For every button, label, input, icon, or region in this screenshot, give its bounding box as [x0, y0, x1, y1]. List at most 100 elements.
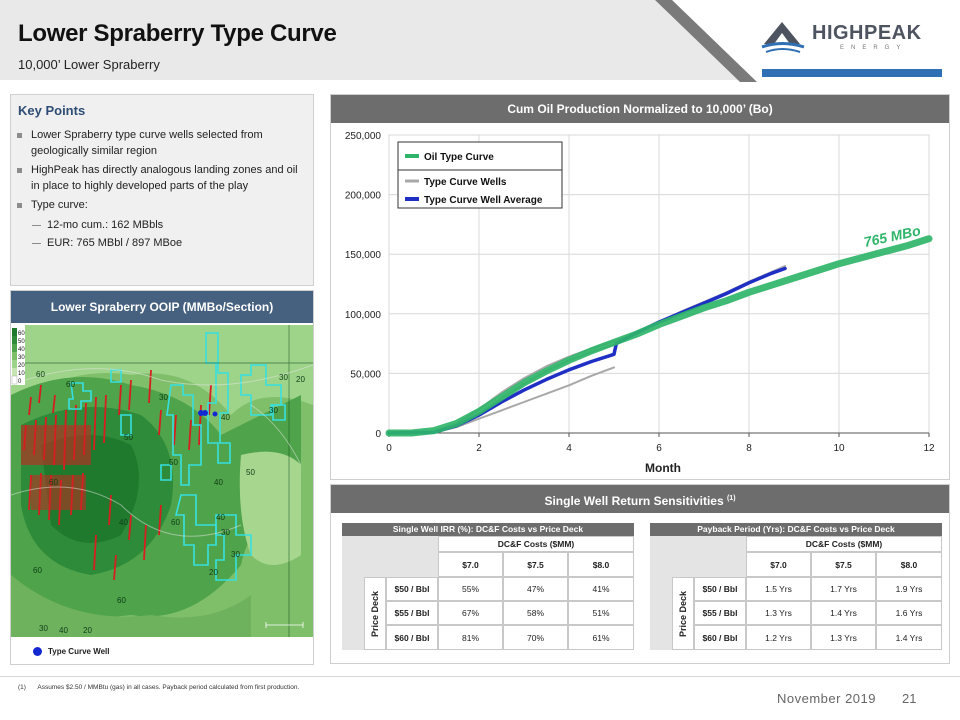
contour-label: 60 [33, 566, 42, 575]
bullet-icon [17, 168, 22, 173]
dash-icon [32, 224, 41, 226]
x-tick-label: 2 [476, 443, 482, 454]
footer-date: November 2019 [777, 691, 876, 706]
x-tick-label: 8 [746, 443, 752, 454]
contour-label: 30 [221, 528, 230, 537]
contour-label: 40 [221, 413, 230, 422]
cum-oil-chart: 0 50,000 100,000 150,000 200,000 250,000 0 2 4 6 8… [345, 131, 935, 475]
key-point: Lower Spraberry type curve wells selecte… [17, 128, 309, 159]
contour-label: 30 [269, 406, 278, 415]
footnote-text: Assumes $2.50 / MMBtu (gas) in all cases… [37, 684, 300, 691]
table-cell: 1.4 Yrs [811, 601, 876, 625]
page-title: Lower Spraberry Type Curve [18, 20, 337, 47]
row-header: $60 / Bbl [386, 625, 438, 650]
contour-label: 20 [209, 568, 218, 577]
contour-label: 60 [117, 596, 126, 605]
table-cell: 1.3 Yrs [811, 625, 876, 650]
contour-label: 50 [246, 468, 255, 477]
key-point-sub: 12-mo cum.: 162 MBbls [17, 218, 309, 234]
cum-oil-chart-panel: Cum Oil Production Normalized to 10,000’… [330, 94, 950, 480]
table-cell: 81% [438, 625, 503, 650]
scale-label: 30 [18, 355, 25, 361]
table-cell: 55% [438, 577, 503, 601]
contour-label: 40 [119, 518, 128, 527]
contour-label: 40 [214, 478, 223, 487]
table-cell: 1.5 Yrs [746, 577, 811, 601]
header-band [0, 0, 750, 80]
scale-label: 20 [18, 363, 25, 369]
x-tick-label: 6 [656, 443, 662, 454]
contour-label: 60 [66, 380, 75, 389]
y-tick-label: 250,000 [345, 131, 382, 142]
scale-label: 50 [18, 339, 25, 345]
y-tick-label: 50,000 [350, 369, 381, 380]
map-legend: Type Curve Well [33, 647, 110, 656]
x-axis-label: Month [645, 461, 681, 475]
contour-label: 30 [39, 624, 48, 633]
row-header: $55 / Bbl [694, 601, 746, 625]
table-cell: 70% [503, 625, 568, 650]
contour-label: 20 [296, 375, 305, 384]
table-cell: 1.4 Yrs [876, 625, 942, 650]
bullet-icon [17, 203, 22, 208]
ooip-map-panel: Lower Spraberry OOIP (MMBo/Section) [10, 290, 314, 665]
row-header: $50 / Bbl [386, 577, 438, 601]
footer-rule [0, 676, 960, 677]
sensitivities-title: Single Well Return Sensitivities (1) [331, 485, 949, 513]
table-cell: 58% [503, 601, 568, 625]
x-tick-label: 0 [386, 443, 392, 454]
col-header: $7.0 [438, 552, 503, 577]
table-cell: 1.3 Yrs [746, 601, 811, 625]
payback-table-title: Payback Period (Yrs): DC&F Costs vs Pric… [650, 523, 942, 536]
scale-label: 40 [18, 347, 25, 353]
page-subtitle: 10,000’ Lower Spraberry [18, 57, 160, 72]
well-dot-icon [33, 647, 42, 656]
key-points-panel: Key Points Lower Spraberry type curve we… [10, 94, 314, 286]
col-header: $8.0 [568, 552, 634, 577]
contour-label: 30 [279, 373, 288, 382]
y-tick-label: 150,000 [345, 250, 382, 261]
legend-average: Type Curve Well Average [424, 195, 543, 206]
payback-table: Payback Period (Yrs): DC&F Costs vs Pric… [650, 523, 942, 650]
contour-label: 40 [216, 513, 225, 522]
map-color-scale: 60 50 40 30 20 10 0 [11, 328, 25, 385]
y-tick-label: 0 [375, 429, 381, 440]
bullet-icon [17, 133, 22, 138]
irr-table-title: Single Well IRR (%): DC&F Costs vs Price… [342, 523, 634, 536]
table-cell: 1.7 Yrs [811, 577, 876, 601]
x-tick-label: 12 [923, 443, 935, 454]
contour-label: 50 [124, 433, 133, 442]
scale-label: 60 [18, 331, 25, 337]
contour-label: 60 [36, 370, 45, 379]
table-cell: 47% [503, 577, 568, 601]
key-points-title: Key Points [18, 103, 86, 118]
map-legend-label: Type Curve Well [48, 647, 110, 656]
contour-label: 40 [59, 626, 68, 635]
key-points-list: Lower Spraberry type curve wells selecte… [17, 128, 309, 255]
col-header: $7.0 [746, 552, 811, 577]
table-cell: 67% [438, 601, 503, 625]
contour-label: 30 [159, 393, 168, 402]
contour-label: 50 [169, 458, 178, 467]
col-group-header: DC&F Costs ($MM) [746, 536, 942, 552]
dash-icon [32, 243, 41, 244]
row-header: $55 / Bbl [386, 601, 438, 625]
table-cell: 1.6 Yrs [876, 601, 942, 625]
key-point-sub: EUR: 765 MBbl / 897 MBoe [17, 236, 309, 252]
scale-label: 0 [18, 379, 22, 385]
contour-labels: 60 60 30 30 20 40 30 50 50 60 40 50 60 4… [33, 370, 305, 635]
page-number: 21 [902, 691, 917, 706]
contour-label: 30 [231, 550, 240, 559]
logo-subtitle: ENERGY [840, 45, 908, 51]
map-title: Lower Spraberry OOIP (MMBo/Section) [11, 291, 313, 323]
map-scale-bar [265, 622, 304, 628]
chart-panel-title: Cum Oil Production Normalized to 10,000’… [331, 95, 949, 123]
col-header: $7.5 [503, 552, 568, 577]
col-group-header: DC&F Costs ($MM) [438, 536, 634, 552]
col-header: $7.5 [811, 552, 876, 577]
legend-wells: Type Curve Wells [424, 177, 507, 188]
highpeak-logo-icon [761, 22, 805, 53]
footnote: (1) Assumes $2.50 / MMBtu (gas) in all c… [18, 684, 299, 691]
y-tick-label: 100,000 [345, 310, 382, 321]
series-line-oil-type-curve [385, 235, 933, 437]
